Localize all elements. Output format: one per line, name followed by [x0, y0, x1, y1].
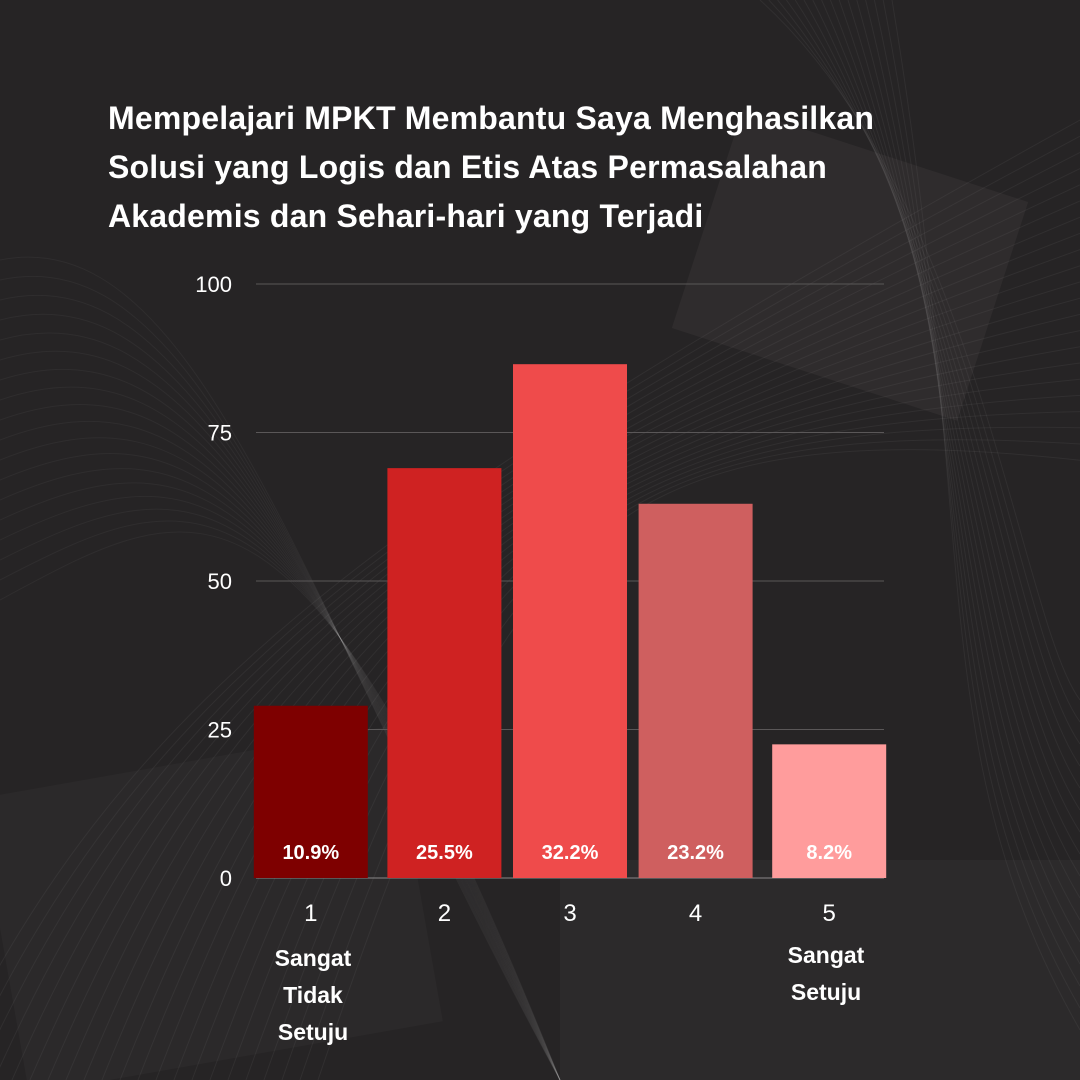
y-tick-label: 25 [208, 718, 232, 743]
data-label-4: 23.2% [667, 842, 724, 864]
scale-label-left-line-1: Sangat [274, 945, 352, 971]
data-label-5: 8.2% [806, 842, 852, 864]
data-label-3: 32.2% [542, 842, 599, 864]
scale-label-right-line-1: Sangat [787, 942, 865, 968]
y-tick-label: 0 [220, 866, 232, 891]
title-line-3: Akademis dan Sehari-hari yang Terjadi [108, 198, 704, 234]
chart-title: Mempelajari MPKT Membantu Saya Menghasil… [108, 94, 968, 241]
bars [253, 364, 887, 878]
bar-5 [772, 744, 887, 878]
bar-4 [638, 503, 753, 878]
x-tick-label-5: 5 [823, 900, 836, 927]
bar-3 [513, 364, 627, 878]
y-axis-ticks: 0 25 50 75 100 [195, 272, 232, 891]
title-line-2: Solusi yang Logis dan Etis Atas Permasal… [108, 149, 827, 185]
bar-2 [387, 468, 502, 878]
scale-label-right-line-2: Setuju [790, 979, 862, 1005]
x-tick-label-1: 1 [304, 900, 317, 927]
x-axis-ticks: 1 2 3 4 5 [304, 900, 836, 927]
x-tick-label-3: 3 [563, 900, 576, 927]
y-tick-label: 50 [208, 569, 232, 594]
title-line-1: Mempelajari MPKT Membantu Saya Menghasil… [108, 100, 875, 136]
scale-label-left-line-3: Setuju [277, 1019, 349, 1045]
scale-label-left: Sangat Tidak Setuju [248, 940, 378, 1051]
bar-1 [253, 705, 368, 878]
data-label-2: 25.5% [416, 842, 473, 864]
data-label-1: 10.9% [282, 842, 339, 864]
scale-label-left-line-2: Tidak [283, 982, 343, 1008]
x-tick-label-4: 4 [689, 900, 702, 927]
x-tick-label-2: 2 [438, 900, 451, 927]
scale-label-right: Sangat Setuju [761, 937, 891, 1011]
y-tick-label: 100 [195, 272, 232, 297]
y-tick-label: 75 [208, 421, 232, 446]
data-labels: 10.9% 25.5% 32.2% 23.2% 8.2% [282, 842, 852, 864]
